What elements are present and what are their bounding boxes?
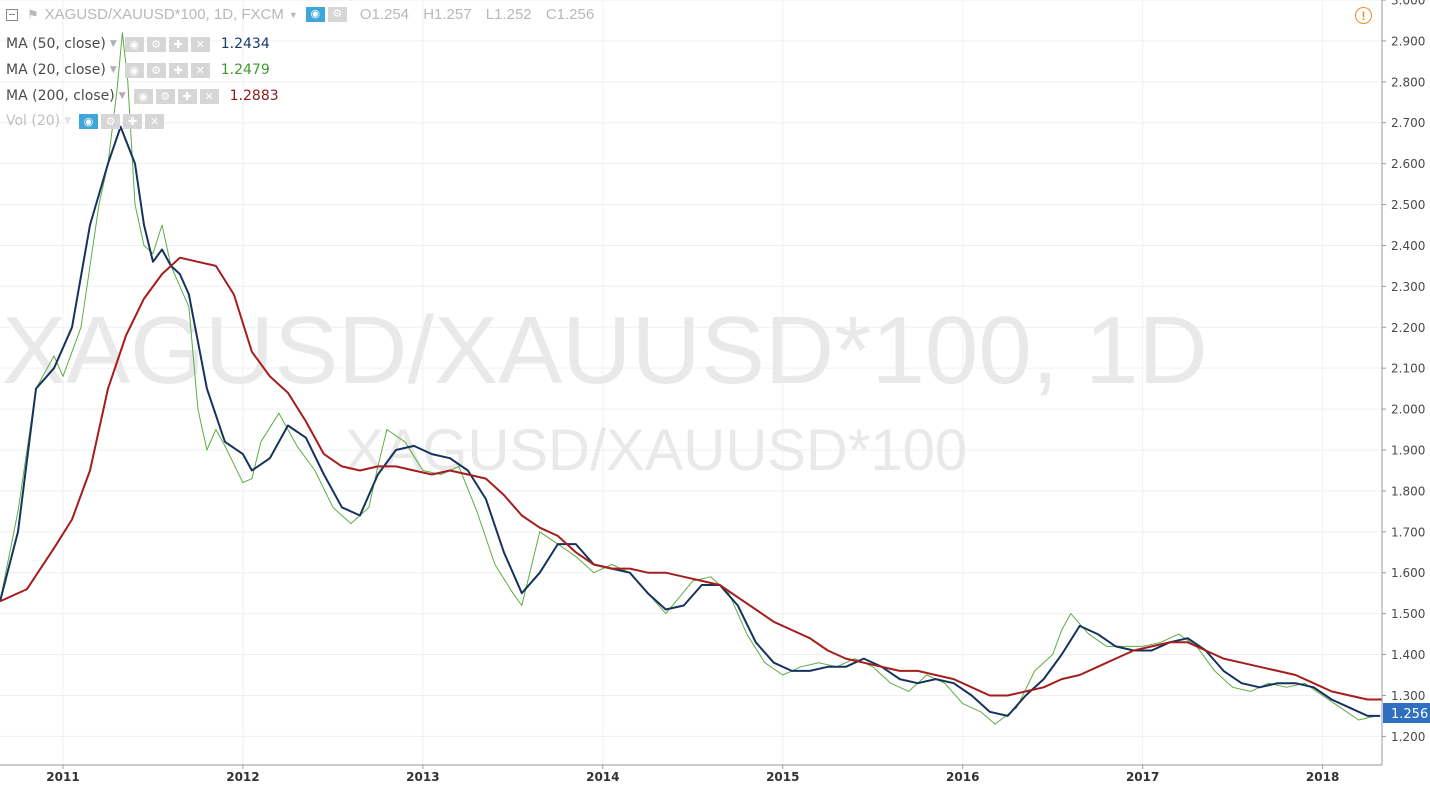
x-tick-label: 2013 xyxy=(406,770,439,784)
low-value: L1.252 xyxy=(485,6,532,23)
x-tick-label: 2017 xyxy=(1126,770,1159,784)
gear-icon[interactable]: ⚙ xyxy=(146,36,166,52)
y-tick-label: 3.000 xyxy=(1391,0,1425,8)
gear-icon[interactable]: ⚙ xyxy=(155,88,175,104)
series-line-0 xyxy=(0,32,1377,725)
eye-icon[interactable]: ◉ xyxy=(79,113,99,129)
eye-icon[interactable]: ◉ xyxy=(133,88,153,104)
eye-icon[interactable]: ◉ xyxy=(124,62,144,78)
y-tick-label: 2.900 xyxy=(1391,34,1425,48)
indicator-value: 1.2479 xyxy=(220,62,270,78)
chevron-down-icon[interactable]: ▼ xyxy=(288,9,298,20)
chevron-down-icon[interactable]: ▼ xyxy=(109,39,117,49)
x-tick-label: 2015 xyxy=(766,770,799,784)
chevron-down-icon[interactable]: ▼ xyxy=(118,91,126,101)
ohlc-values: O1.254 H1.257 L1.252 C1.256 xyxy=(350,6,594,23)
y-tick-label: 2.000 xyxy=(1391,403,1425,417)
y-tick-label: 1.800 xyxy=(1391,484,1425,498)
y-tick-label: 2.300 xyxy=(1391,280,1425,294)
chart-series xyxy=(0,32,1382,725)
y-tick-label: 1.300 xyxy=(1391,689,1425,703)
y-tick-label: 1.400 xyxy=(1391,648,1425,662)
last-price-value: 1.256 xyxy=(1391,707,1428,722)
plus-icon[interactable]: ✚ xyxy=(123,113,143,129)
flag-icon[interactable]: ⚑ xyxy=(27,6,39,22)
x-tick-label: 2016 xyxy=(946,770,979,784)
high-value: H1.257 xyxy=(423,6,472,23)
x-tick-label: 2012 xyxy=(226,770,259,784)
x-tick-label: 2018 xyxy=(1306,770,1339,784)
watermark-main: XAGUSD/XAUUSD*100, 1D xyxy=(2,297,1208,404)
indicator-name: Vol (20) xyxy=(6,113,61,129)
y-tick-label: 2.600 xyxy=(1391,157,1425,171)
eye-icon[interactable]: ◉ xyxy=(124,36,144,52)
close-icon[interactable]: ✕ xyxy=(199,88,219,104)
price-axis[interactable]: 1.200 1.300 1.400 1.500 1.600 1.700 1.800 1.900… xyxy=(1382,0,1425,744)
y-tick-label: 2.400 xyxy=(1391,239,1425,253)
close-icon[interactable]: ✕ xyxy=(190,62,210,78)
alert-icon[interactable]: ! xyxy=(1355,7,1372,24)
symbol-title: XAGUSD/XAUUSD*100, 1D, FXCM xyxy=(44,6,284,23)
x-tick-label: 2014 xyxy=(586,770,619,784)
indicator-name: MA (200, close) xyxy=(6,88,115,104)
collapse-icon[interactable] xyxy=(6,8,18,21)
plus-icon[interactable]: ✚ xyxy=(177,88,197,104)
last-price-badge: 1.256 xyxy=(1383,703,1430,723)
y-tick-label: 1.900 xyxy=(1391,444,1425,458)
chevron-down-icon[interactable]: ▼ xyxy=(64,116,72,126)
y-tick-label: 1.700 xyxy=(1391,525,1425,539)
gear-icon[interactable]: ⚙ xyxy=(101,113,121,129)
indicator-ma200[interactable]: MA (200, close) ▼ ◉ ⚙ ✚ ✕ 1.2883 xyxy=(6,88,279,104)
close-icon[interactable]: ✕ xyxy=(190,36,210,52)
eye-icon[interactable]: ◉ xyxy=(305,7,325,22)
y-tick-label: 1.500 xyxy=(1391,607,1425,621)
symbol-header: ⚑ XAGUSD/XAUUSD*100, 1D, FXCM ▼ ◉ ⚙ O1.2… xyxy=(6,6,594,23)
plus-icon[interactable]: ✚ xyxy=(168,62,188,78)
watermark-sub: XAGUSD/XAUUSD*100 xyxy=(345,418,967,483)
gear-icon[interactable]: ⚙ xyxy=(327,7,347,22)
indicator-ma20[interactable]: MA (20, close) ▼ ◉ ⚙ ✚ ✕ 1.2479 xyxy=(6,62,270,78)
gear-icon[interactable]: ⚙ xyxy=(146,62,166,78)
y-tick-label: 2.500 xyxy=(1391,198,1425,212)
x-tick-label: 2011 xyxy=(46,770,79,784)
y-tick-label: 2.700 xyxy=(1391,116,1425,130)
y-tick-label: 2.800 xyxy=(1391,75,1425,89)
series-line-1 xyxy=(0,125,1381,717)
chevron-down-icon[interactable]: ▼ xyxy=(109,65,117,75)
close-value: C1.256 xyxy=(545,6,595,23)
y-tick-label: 1.200 xyxy=(1391,730,1425,744)
open-value: O1.254 xyxy=(359,6,410,23)
plus-icon[interactable]: ✚ xyxy=(168,36,188,52)
y-tick-label: 2.200 xyxy=(1391,321,1425,335)
indicator-value: 1.2883 xyxy=(229,88,279,104)
indicator-name: MA (20, close) xyxy=(6,62,106,78)
y-tick-label: 2.100 xyxy=(1391,362,1425,376)
indicator-value: 1.2434 xyxy=(220,36,270,52)
indicator-vol[interactable]: Vol (20) ▼ ◉ ⚙ ✚ ✕ xyxy=(6,113,167,129)
chart-grid xyxy=(0,0,1382,765)
time-axis[interactable]: 2011 2012 2013 2014 2015 2016 2017 2018 xyxy=(46,765,1339,784)
indicator-ma50[interactable]: MA (50, close) ▼ ◉ ⚙ ✚ ✕ 1.2434 xyxy=(6,36,270,52)
close-icon[interactable]: ✕ xyxy=(145,113,165,129)
y-tick-label: 1.600 xyxy=(1391,566,1425,580)
series-line-2 xyxy=(0,256,1382,701)
indicator-name: MA (50, close) xyxy=(6,36,106,52)
